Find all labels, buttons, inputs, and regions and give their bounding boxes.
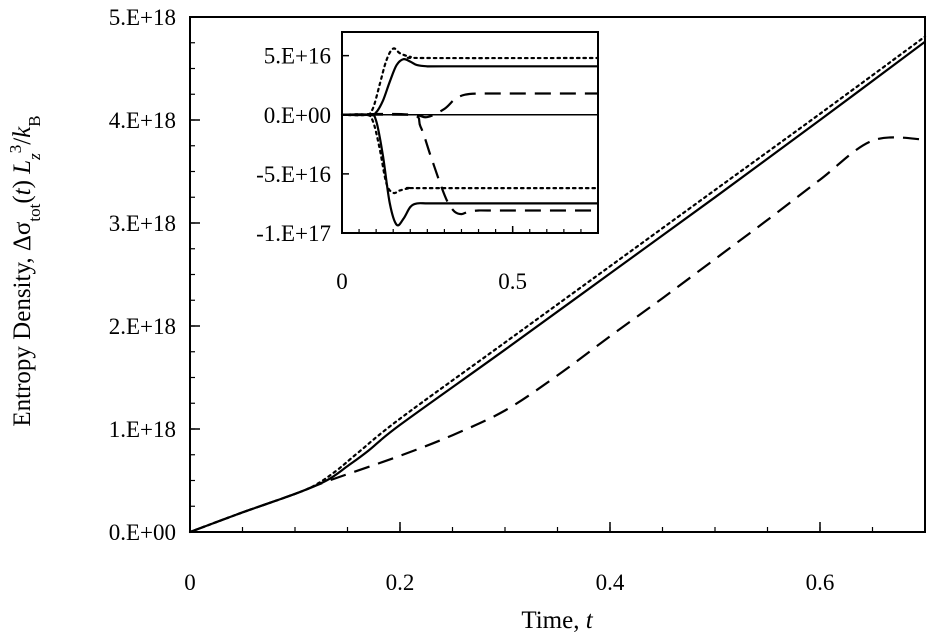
inset-tick-labels: 0 0.5 5.E+16 0.E+00 -5.E+16 -1.E+17 xyxy=(256,44,527,294)
inset-y-tick-label: -5.E+16 xyxy=(256,162,331,187)
inset-series-dotted-1 xyxy=(340,47,600,117)
main-y-tick-label: 0.E+00 xyxy=(109,520,176,545)
inset-series xyxy=(340,47,600,227)
inset-series-dashed-5 xyxy=(341,112,598,216)
inset-plot: 0 0.5 5.E+16 0.E+00 -5.E+16 -1.E+17 xyxy=(256,31,600,294)
inset-x-tick-label: 0 xyxy=(336,269,348,294)
main-x-tick-label: 0.6 xyxy=(806,570,835,595)
main-y-tick-label: 3.E+18 xyxy=(109,211,176,236)
main-series-dotted-1 xyxy=(188,35,927,534)
main-ticks xyxy=(189,16,926,533)
inset-series-solid-0 xyxy=(341,57,598,117)
main-y-tick-label: 4.E+18 xyxy=(109,108,176,133)
inset-plot-frame xyxy=(341,31,599,234)
inset-series-solid-3 xyxy=(341,113,598,227)
main-y-tick-label: 1.E+18 xyxy=(109,417,176,442)
main-x-tick-label: 0 xyxy=(184,570,196,595)
y-axis-label: Entropy Density, Δσtot(t) Lz3/kB xyxy=(6,115,44,426)
main-x-tick-label: 0.2 xyxy=(386,570,415,595)
main-tick-labels: 0 0.2 0.4 0.6 0.E+00 1.E+18 2.E+18 3.E+18 4.E+18… xyxy=(109,5,835,595)
inset-y-tick-label: -1.E+17 xyxy=(256,221,331,246)
inset-series-dashed-2 xyxy=(341,92,599,119)
inset-ticks xyxy=(341,54,599,234)
inset-y-tick-label: 0.E+00 xyxy=(264,103,331,128)
x-axis-label: Time, t xyxy=(521,607,593,634)
inset-series-dotted-4 xyxy=(340,113,600,195)
main-y-tick-label: 5.E+18 xyxy=(109,5,176,30)
main-y-tick-label: 2.E+18 xyxy=(109,314,176,339)
main-x-tick-label: 0.4 xyxy=(596,570,625,595)
main-series-dashed-2 xyxy=(189,136,926,534)
inset-y-tick-label: 5.E+16 xyxy=(264,44,331,69)
inset-x-tick-label: 0.5 xyxy=(498,269,527,294)
main-series xyxy=(188,35,927,534)
